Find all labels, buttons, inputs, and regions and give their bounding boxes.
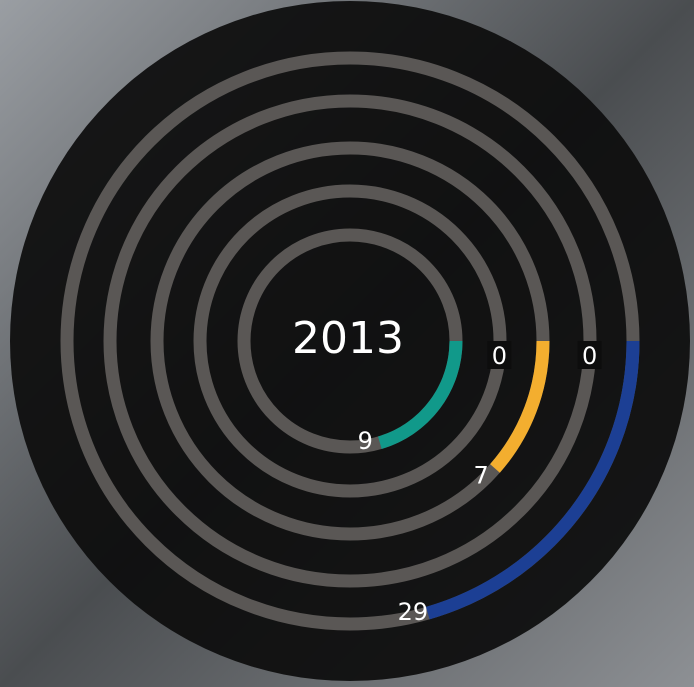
value-label: 7 xyxy=(474,461,489,489)
label-backdrop xyxy=(487,340,512,369)
value-label: 9 xyxy=(358,427,373,455)
value-label: 0 xyxy=(582,342,597,370)
ring-arc xyxy=(377,340,463,449)
value-label: 29 xyxy=(398,598,429,626)
chart-title: 2013 xyxy=(292,313,404,364)
ring-arc xyxy=(490,340,550,473)
value-label: 0 xyxy=(492,342,507,370)
ring-arc xyxy=(426,340,640,620)
label-backdrop xyxy=(577,340,602,369)
